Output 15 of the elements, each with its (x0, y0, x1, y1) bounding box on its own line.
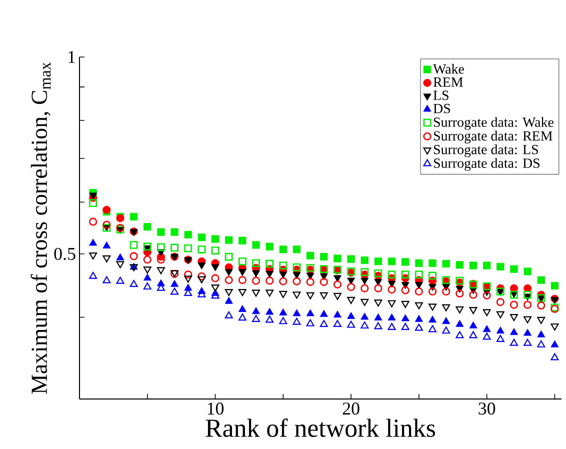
legend-label: DS (433, 104, 450, 114)
y-axis-title: Maximum of cross correlation, C$_{max}$ (30, 62, 51, 394)
legend-label: Surrogate data: DS (434, 158, 540, 171)
legend-label: Surrogate data: REM (434, 130, 552, 144)
legend-label: Surrogate data: Wake (434, 117, 554, 130)
legend-label: REM (433, 78, 463, 87)
x-tick-label: 20 (342, 402, 360, 415)
y-tick-label: 1 (68, 51, 75, 63)
legend-label: LS (433, 90, 448, 100)
x-tick-label: 30 (478, 402, 496, 415)
y-tick-label: 0.5 (54, 248, 76, 260)
x-tick-label: 10 (208, 402, 224, 415)
x-axis-title: Rank of network links (206, 418, 436, 437)
legend-label: Surrogate data: LS (434, 144, 538, 158)
legend-label: Wake (433, 64, 464, 74)
